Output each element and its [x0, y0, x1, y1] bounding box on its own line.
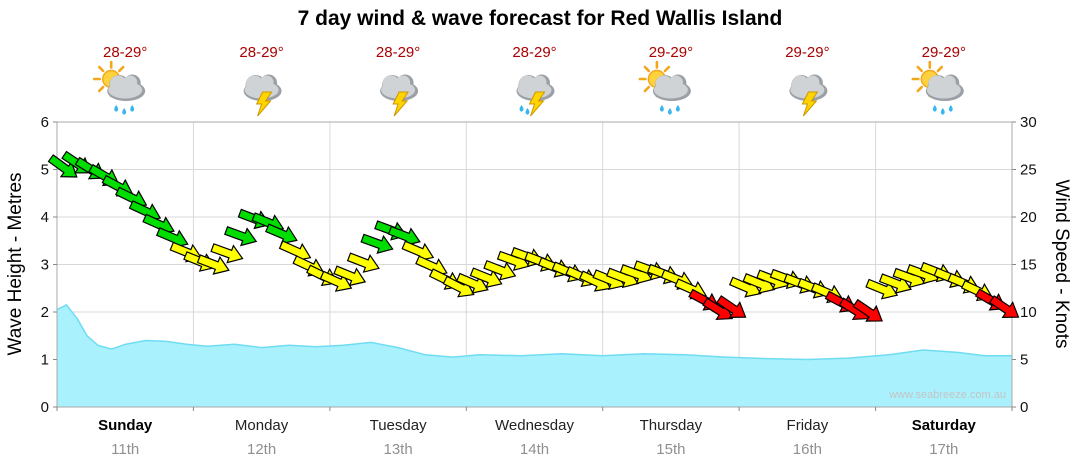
day-temp: 29-29°	[785, 44, 829, 61]
wind-arrow	[988, 295, 1020, 318]
cloud-icon	[789, 74, 828, 101]
raindrop-icon	[519, 105, 524, 112]
cloud-icon	[516, 74, 555, 101]
right-tick-label: 10	[1020, 304, 1037, 321]
day-label: Friday	[787, 417, 829, 434]
left-tick-label: 5	[41, 162, 49, 179]
day-temp: 28-29°	[239, 44, 283, 61]
cloud-icon	[107, 74, 146, 101]
left-tick-label: 0	[41, 399, 49, 416]
lightning-icon	[528, 91, 546, 117]
weather-icon-sun-cloud-rain	[911, 60, 964, 115]
wave-height-area	[57, 304, 1012, 407]
day-temp: 28-29°	[512, 44, 556, 61]
weather-icon-sun-cloud-rain	[638, 60, 691, 115]
raindrop-icon	[122, 108, 127, 115]
day-label: Sunday	[98, 417, 153, 434]
day-label: Monday	[235, 417, 289, 434]
weather-icon-storm	[380, 74, 419, 117]
left-tick-label: 2	[41, 304, 49, 321]
day-temp: 28-29°	[376, 44, 420, 61]
day-date: 15th	[656, 441, 685, 458]
wind-arrow	[346, 252, 380, 273]
lightning-icon	[801, 91, 819, 117]
raindrop-icon	[114, 105, 119, 112]
weather-icon-storm	[243, 74, 282, 117]
day-label: Tuesday	[370, 417, 427, 434]
wave-height-line	[56, 303, 1012, 361]
raindrop-icon	[659, 105, 664, 112]
raindrop-icon	[940, 108, 945, 115]
raindrop-icon	[948, 105, 953, 112]
weather-icon-storm-rain	[516, 74, 555, 117]
right-tick-label: 20	[1020, 209, 1037, 226]
cloud-icon	[652, 74, 691, 101]
day-date: 11th	[111, 441, 139, 458]
right-tick-label: 15	[1020, 257, 1037, 274]
day-label: Thursday	[640, 417, 703, 434]
lightning-icon	[392, 91, 410, 117]
day-label: Wednesday	[495, 417, 574, 434]
left-tick-label: 3	[41, 257, 49, 274]
day-label: Saturday	[912, 417, 977, 434]
left-tick-label: 6	[41, 114, 49, 131]
wind-arrow	[852, 298, 883, 322]
day-date: 16th	[793, 441, 822, 458]
wind-arrow	[715, 295, 747, 318]
raindrop-icon	[525, 108, 530, 115]
day-temp: 28-29°	[103, 44, 147, 61]
wind-arrow	[333, 265, 367, 287]
lightning-icon	[255, 91, 273, 117]
left-tick-label: 1	[41, 352, 49, 369]
raindrop-icon	[667, 108, 672, 115]
wind-arrow	[196, 254, 230, 275]
cloud-icon	[380, 74, 419, 101]
right-tick-label: 5	[1020, 352, 1028, 369]
day-date: 14th	[520, 441, 549, 458]
right-tick-label: 25	[1020, 162, 1037, 179]
day-date: 17th	[929, 441, 958, 458]
left-tick-label: 4	[41, 209, 49, 226]
weather-icon-sun-cloud-rain	[92, 60, 146, 115]
day-temp: 29-29°	[649, 44, 693, 61]
day-date: 12th	[247, 441, 276, 458]
day-date: 13th	[383, 441, 412, 458]
right-tick-label: 30	[1020, 114, 1037, 131]
wind-arrow	[224, 225, 258, 247]
weather-icon-storm	[789, 74, 828, 117]
raindrop-icon	[932, 105, 937, 112]
right-tick-label: 0	[1020, 399, 1028, 416]
cloud-icon	[243, 74, 282, 101]
wind-arrow	[360, 233, 394, 254]
page-title: 7 day wind & wave forecast for Red Walli…	[297, 7, 783, 30]
wind-arrow	[210, 243, 244, 264]
raindrop-icon	[675, 105, 680, 112]
day-temp: 29-29°	[922, 44, 966, 61]
wind-arrow	[483, 259, 517, 281]
raindrop-icon	[130, 105, 135, 112]
watermark: www.seabreeze.com.au	[889, 389, 1006, 401]
cloud-icon	[925, 74, 964, 101]
